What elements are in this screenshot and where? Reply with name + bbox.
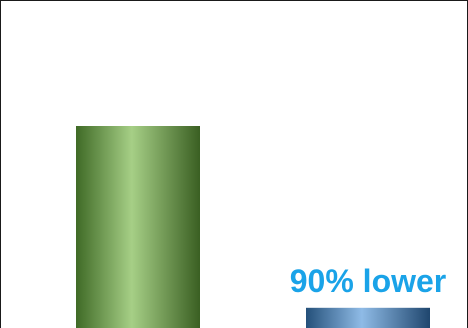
labels-layer: 90% lower — [290, 263, 447, 299]
bars-layer — [76, 126, 430, 328]
bar-1 — [76, 126, 200, 328]
bar-annotation-label: 90% lower — [290, 263, 447, 299]
bar-2 — [306, 307, 430, 328]
